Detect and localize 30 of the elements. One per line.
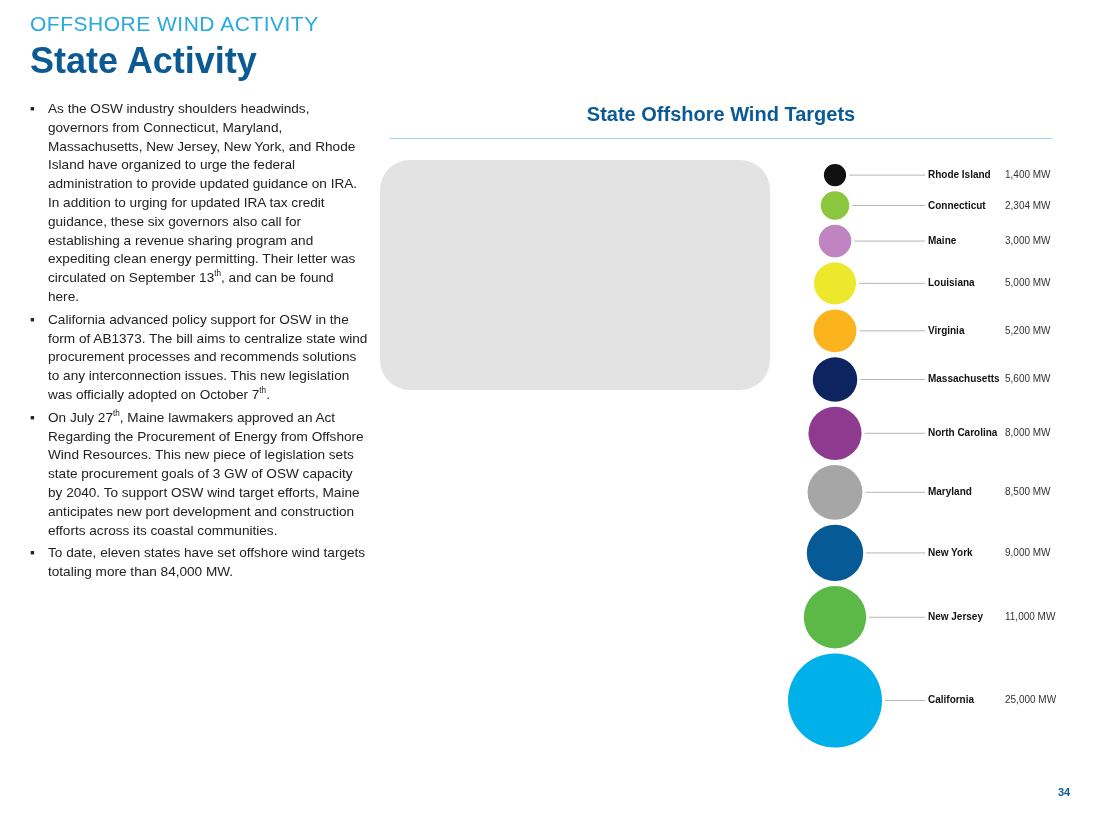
data-label: 8,500 MW — [1005, 486, 1052, 498]
text: ▪ To date, eleven states have set offshore wind targets totaling more than 84,000 MW. — [30, 544, 366, 580]
data-label: 1,400 MW — [1005, 169, 1052, 181]
category-label: Rhode Island — [928, 169, 991, 181]
category-label: North Carolina — [928, 427, 998, 439]
text: ▪ On July 27$^{th}$, Maine lawmakers approved an Act Regarding the Procurement of Energy from Offshore Wind Resources. This new piece of legislation sets state procurement goals of 3 GW of OSW capacity by 2040. To support OSW wind target efforts, Maine anticipates new port development and construction efforts across its coastal communities. — [30, 409, 364, 538]
text: 34 — [1058, 786, 1071, 798]
data-label: 3,000 MW — [1005, 235, 1052, 247]
category-label: Massachusetts — [928, 373, 1001, 385]
data-label: 5,600 MW — [1005, 373, 1052, 385]
data-label: 11,000 MW — [1005, 611, 1056, 623]
text: ▪ California advanced policy support for OSW in the form of AB1373. The bill aims to centralize state wind procurement processes and recommends solutions to any interconnection issues. This new legislation was officially adopted on October 7$^{th}$. — [30, 310, 368, 402]
category-label: Virginia — [928, 324, 965, 336]
data-label: 5,200 MW — [1005, 324, 1052, 336]
data-label: 25,000 MW — [1005, 694, 1057, 706]
data-label: 2,304 MW — [1005, 199, 1052, 211]
category-label: California — [928, 694, 975, 706]
category-label: Connecticut — [928, 199, 987, 211]
category-label: New York — [928, 546, 974, 558]
data-label: 8,000 MW — [1005, 427, 1052, 439]
category-label: Maine — [928, 235, 957, 247]
text: OFFSHORE WIND ACTIVITY — [30, 12, 319, 36]
category-label: Maryland — [928, 486, 972, 498]
text: State Activity — [30, 40, 257, 82]
text: ▪ As the OSW industry shoulders headwinds, governors from Connecticut, Maryland, Massachusetts, New Jersey, New York, and Rhode Island have organized to urge the federal administration to provide updated guidance on IRA. In addition to urging for updated IRA tax credit guidance, these six governors also call for establishing a revenue sharing program and expediting clean energy permitting. Their letter was circulated on September 13$^{th}$, and can be found here. — [30, 101, 358, 304]
category-label: New Jersey — [928, 611, 984, 623]
data-label: 9,000 MW — [1005, 546, 1052, 558]
category-label: Louisiana — [928, 277, 976, 289]
data-label: 5,000 MW — [1005, 277, 1052, 289]
text: State Offshore Wind Targets — [390, 103, 1052, 139]
